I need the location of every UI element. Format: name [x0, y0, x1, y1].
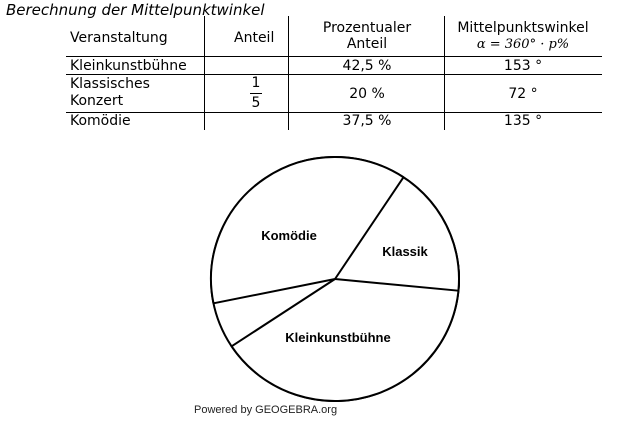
footer-credit: Powered by GEOGEBRA.org [194, 404, 338, 416]
page-title: Berechnung der Mittelpunktwinkel [6, 1, 265, 19]
header-rule [66, 56, 602, 57]
pie-label-kleinkunstb-hne: Kleinkunstbühne [285, 330, 390, 345]
row-2-angle: 72 ° [508, 86, 538, 102]
header-winkel-formula: α = 360° · p% [476, 37, 570, 52]
header-veranstaltung: Veranstaltung [70, 30, 168, 46]
row-3-name: Komödie [70, 113, 131, 129]
row-2-name-line2: Konzert [70, 93, 124, 109]
header-anteil: Anteil [234, 30, 275, 46]
fraction-denominator: 5 [251, 95, 261, 111]
row-2-percent: 20 % [349, 86, 385, 102]
pie-label-kom-die: Komödie [261, 228, 317, 243]
pie-label-klassik: Klassik [382, 244, 428, 259]
col-sep-1 [204, 16, 205, 130]
angle-table: Veranstaltung Anteil Prozentualer Anteil… [66, 16, 602, 130]
fraction-bar [250, 93, 262, 94]
row-1-name: Kleinkunstbühne [70, 58, 187, 74]
row-1-percent: 42,5 % [342, 58, 392, 74]
row-3-percent: 37,5 % [342, 113, 392, 129]
row-1-rule [66, 74, 602, 75]
row-2-rule [66, 112, 602, 113]
header-prozent-line1: Prozentualer [322, 20, 412, 36]
pie-slice-kleinkunstb-hne [230, 264, 460, 402]
header-winkel-line1: Mittelpunktswinkel [457, 20, 589, 36]
row-3-angle: 135 ° [503, 113, 543, 129]
row-1-angle: 153 ° [503, 58, 543, 74]
header-prozent-line2: Anteil [346, 36, 388, 52]
col-sep-2 [288, 16, 289, 130]
fraction-numerator: 1 [251, 75, 261, 91]
row-2-name-line1: Klassisches [70, 76, 150, 92]
pie-slice-kom-die [210, 156, 405, 305]
col-sep-3 [444, 16, 445, 130]
row-2-fraction: 1 5 [246, 76, 266, 111]
